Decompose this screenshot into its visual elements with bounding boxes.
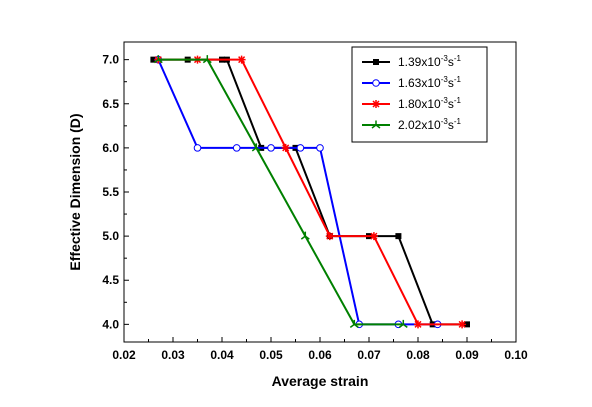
legend-item: 2.02x10-3s-1: [362, 117, 461, 132]
data-point-square: [150, 56, 157, 63]
x-tick-label: 0.02: [112, 348, 136, 362]
legend-item: 1.63x10-3s-1: [362, 75, 461, 90]
data-point-square: [395, 233, 402, 240]
data-point-circle: [267, 144, 275, 152]
data-point-square: [373, 59, 379, 65]
x-axis-title: Average strain: [272, 373, 369, 389]
legend-label-name-unit: s: [448, 76, 454, 90]
series-line: [158, 58, 404, 326]
legend-item: 1.39x10-3s-1: [362, 54, 461, 69]
legend-label-name-exp2: -1: [454, 54, 462, 63]
y-axis: 4.0 4.5 5.0 5.5 6.0 6.5 7.0: [102, 53, 129, 331]
x-tick-label: 0.08: [406, 348, 430, 362]
legend-label: 1.63x10-3s-1: [398, 75, 461, 90]
x-tick-label: 0.09: [455, 348, 479, 362]
legend: 1.39x10-3s-11.63x10-3s-11.80x10-3s-12.02…: [351, 46, 488, 143]
data-point-circle: [296, 144, 305, 152]
data-point-circle: [232, 144, 241, 152]
x-tick-label: 0.07: [357, 348, 381, 362]
legend-label: 1.80x10-3s-1: [398, 96, 461, 111]
legend-label-name-base: 1.39x10: [398, 55, 441, 69]
x-tick-label: 0.04: [210, 348, 234, 362]
legend-label-name-base: 2.02x10: [398, 118, 441, 132]
y-tick-label: 4.0: [102, 317, 119, 331]
data-point-star: [281, 143, 290, 152]
data-point-star: [325, 232, 334, 241]
x-tick-label: 0.05: [259, 348, 283, 362]
legend-label-name-exp2: -1: [454, 75, 462, 84]
data-point-square: [464, 321, 470, 328]
data-point-tricross: [349, 319, 359, 328]
y-tick-label: 5.0: [102, 229, 119, 243]
y-tick-label: 6.5: [102, 97, 119, 111]
legend-label-name-exp2: -1: [454, 96, 462, 105]
y-tick-label: 4.5: [102, 273, 119, 287]
legend-item: 1.80x10-3s-1: [362, 96, 461, 111]
y-tick-label: 6.0: [102, 141, 119, 155]
x-tick-label: 0.06: [308, 348, 332, 362]
data-point-star: [458, 320, 467, 329]
series-layer: [150, 55, 470, 329]
data-point-star: [414, 320, 422, 329]
data-point-tricross: [153, 55, 163, 64]
series-4: [153, 55, 408, 328]
data-point-tricross: [300, 231, 310, 240]
data-point-circle: [316, 144, 324, 152]
x-tick-label: 0.10: [504, 348, 528, 362]
data-point-star: [237, 55, 246, 64]
data-point-circle: [372, 79, 380, 87]
y-axis-title: Effective Dimension (D): [67, 113, 83, 270]
legend-label-name-unit: s: [448, 55, 454, 69]
data-point-star: [372, 100, 380, 108]
legend-label-name-exp1: -3: [441, 96, 449, 105]
legend-label-name-exp1: -3: [441, 75, 449, 84]
legend-label-name-unit: s: [448, 97, 454, 111]
legend-label-name-base: 1.63x10: [398, 76, 441, 90]
data-point-tricross: [202, 55, 212, 64]
legend-label-name-exp2: -1: [454, 117, 462, 126]
x-tick-label: 0.03: [161, 348, 185, 362]
y-tick-label: 5.5: [102, 185, 119, 199]
legend-label: 2.02x10-3s-1: [398, 117, 461, 132]
legend-label-name-exp1: -3: [441, 117, 449, 126]
x-axis: 0.02 0.03 0.04 0.05 0.06 0.07 0.08 0.09 0.10: [112, 337, 528, 362]
legend-label-name-exp1: -3: [441, 54, 449, 63]
y-tick-label: 7.0: [102, 53, 119, 67]
data-point-star: [369, 232, 378, 241]
legend-label-name-unit: s: [448, 118, 454, 132]
data-point-tricross: [398, 319, 408, 328]
legend-label-name-base: 1.80x10: [398, 97, 441, 111]
legend-label: 1.39x10-3s-1: [398, 54, 461, 69]
data-point-tricross: [371, 120, 381, 129]
data-point-tricross: [251, 143, 261, 152]
data-point-circle: [193, 144, 202, 152]
